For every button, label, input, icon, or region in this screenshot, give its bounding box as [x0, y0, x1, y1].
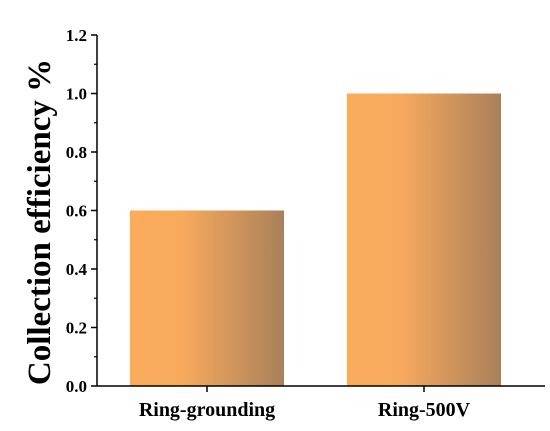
- bar-ring-500v: [347, 93, 501, 386]
- y-tick-label: 0.8: [66, 143, 87, 162]
- y-tick-label: 0.2: [66, 319, 87, 338]
- x-tick-label: Ring-grounding: [139, 399, 275, 421]
- bar-ring-grounding: [130, 210, 284, 386]
- y-axis-title: Collection efficiency %: [22, 59, 58, 385]
- axes-group: 0.0 0.2 0.4 0.6 0.8 1.0 1.2 Ring-grounding Ring-…: [66, 26, 545, 421]
- y-tick-label: 0.6: [66, 202, 87, 221]
- x-tick-label: Ring-500V: [378, 399, 471, 421]
- bars-group: [130, 93, 501, 386]
- y-tick-label: 0.0: [66, 377, 87, 396]
- y-tick-label: 0.4: [66, 260, 88, 279]
- y-tick-label: 1.0: [66, 85, 87, 104]
- y-tick-label: 1.2: [66, 26, 87, 45]
